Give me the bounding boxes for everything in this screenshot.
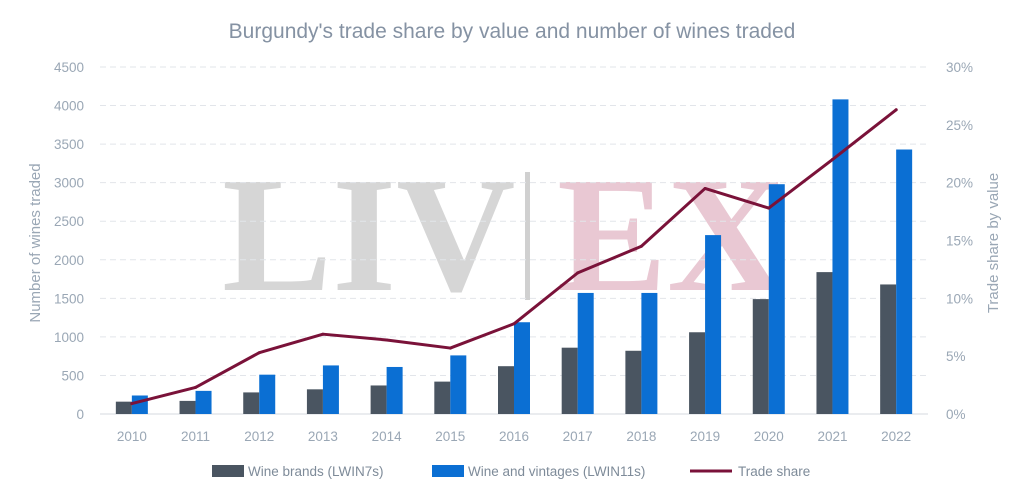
trade-share-point bbox=[576, 271, 580, 275]
bar-wine-brands bbox=[561, 347, 578, 414]
x-tick-label: 2018 bbox=[626, 429, 656, 444]
trade-share-point bbox=[194, 385, 198, 389]
left-axis-ticks: 0 500 1000 1500 2000 2500 3000 3500 4000 4500 bbox=[54, 60, 84, 422]
y-tick-label: 3000 bbox=[54, 176, 84, 191]
y2-tick-label: 5% bbox=[946, 349, 966, 364]
bar-wine-brands bbox=[498, 366, 514, 414]
bar-wine-vintages bbox=[259, 374, 276, 414]
watermark-ex: EX bbox=[557, 143, 786, 326]
y2-tick-label: 20% bbox=[946, 176, 973, 191]
trade-share-point bbox=[830, 158, 834, 162]
trade-share-point bbox=[639, 244, 643, 248]
trade-share-point bbox=[257, 351, 261, 355]
y-tick-label: 1500 bbox=[54, 291, 84, 306]
x-axis-ticks: 2010 2011 2012 2013 2014 2015 2016 2017 2018 2019… bbox=[117, 429, 911, 444]
legend-label: Wine brands (LWIN7s) bbox=[248, 464, 384, 479]
bar-wine-vintages bbox=[514, 322, 530, 414]
y-tick-label: 3500 bbox=[54, 137, 84, 152]
x-tick-label: 2011 bbox=[181, 429, 210, 444]
y-tick-label: 4500 bbox=[54, 60, 84, 75]
x-tick-label: 2016 bbox=[499, 429, 529, 444]
trade-share-point bbox=[448, 346, 452, 350]
x-tick-label: 2015 bbox=[435, 429, 465, 444]
x-tick-label: 2022 bbox=[881, 429, 911, 444]
watermark-divider bbox=[525, 172, 530, 300]
x-tick-label: 2014 bbox=[372, 429, 403, 444]
right-axis-ticks: 0% 5% 10% 15% 20% 25% 30% bbox=[946, 60, 973, 422]
y2-tick-label: 25% bbox=[946, 118, 973, 133]
y-tick-label: 500 bbox=[61, 368, 84, 383]
x-tick-label: 2012 bbox=[244, 429, 274, 444]
bar-wine-vintages bbox=[450, 355, 467, 414]
bar-wine-vintages bbox=[705, 235, 722, 414]
bar-wine-vintages bbox=[768, 184, 785, 414]
y-axis-title: Number of wines traded bbox=[27, 163, 44, 322]
x-tick-label: 2010 bbox=[117, 429, 147, 444]
trade-share-point bbox=[894, 108, 898, 112]
bar-wine-brands bbox=[434, 381, 451, 414]
trade-share-point bbox=[703, 186, 707, 190]
y2-axis-title: Trade share by value bbox=[985, 173, 1002, 313]
bars bbox=[115, 99, 913, 415]
x-tick-label: 2013 bbox=[308, 429, 338, 444]
bar-wine-brands bbox=[625, 350, 642, 414]
bar-wine-vintages bbox=[195, 390, 212, 414]
bar-wine-vintages bbox=[386, 366, 403, 414]
bar-wine-brands bbox=[689, 332, 706, 414]
bar-wine-brands bbox=[179, 400, 196, 414]
y2-tick-label: 0% bbox=[946, 407, 966, 422]
bar-wine-brands bbox=[243, 392, 260, 414]
gridlines bbox=[100, 66, 928, 415]
trade-share-point bbox=[512, 322, 516, 326]
y-tick-label: 2000 bbox=[54, 253, 84, 268]
watermark: LIV EX bbox=[222, 143, 786, 326]
bar-wine-vintages bbox=[641, 292, 658, 414]
legend-swatch bbox=[432, 465, 464, 477]
legend-label: Trade share bbox=[738, 464, 810, 479]
bar-wine-brands bbox=[880, 284, 897, 414]
y2-tick-label: 15% bbox=[946, 234, 973, 249]
trade-share-point bbox=[767, 206, 771, 210]
y-tick-label: 0 bbox=[76, 407, 84, 422]
bar-wine-brands bbox=[306, 389, 323, 414]
bar-wine-brands bbox=[115, 401, 132, 414]
bar-wine-brands bbox=[370, 385, 387, 414]
trade-share-point bbox=[130, 402, 134, 406]
y-tick-label: 1000 bbox=[54, 330, 84, 345]
trade-share-point bbox=[321, 332, 325, 336]
trade-share-line-group bbox=[130, 108, 898, 406]
bar-wine-vintages bbox=[832, 99, 849, 415]
bar-wine-brands bbox=[816, 272, 833, 414]
bar-wine-vintages bbox=[131, 395, 148, 414]
y-tick-label: 4000 bbox=[54, 99, 84, 114]
x-tick-label: 2017 bbox=[563, 429, 593, 444]
y-tick-label: 2500 bbox=[54, 214, 84, 229]
watermark-liv: LIV bbox=[222, 143, 515, 326]
x-tick-label: 2020 bbox=[754, 429, 784, 444]
chart-title: Burgundy's trade share by value and numb… bbox=[229, 20, 796, 43]
bar-wine-brands bbox=[752, 299, 769, 414]
x-tick-label: 2021 bbox=[817, 429, 847, 444]
x-tick-label: 2019 bbox=[690, 429, 720, 444]
trade-share-point bbox=[385, 338, 389, 342]
legend: Wine brands (LWIN7s) Wine and vintages (L… bbox=[212, 464, 810, 479]
legend-swatch bbox=[212, 465, 244, 477]
bar-wine-vintages bbox=[322, 365, 339, 414]
y2-tick-label: 10% bbox=[946, 291, 973, 306]
legend-label: Wine and vintages (LWIN11s) bbox=[468, 464, 645, 479]
bar-wine-vintages bbox=[896, 149, 913, 414]
y2-tick-label: 30% bbox=[946, 60, 973, 75]
bar-wine-vintages bbox=[577, 292, 594, 414]
